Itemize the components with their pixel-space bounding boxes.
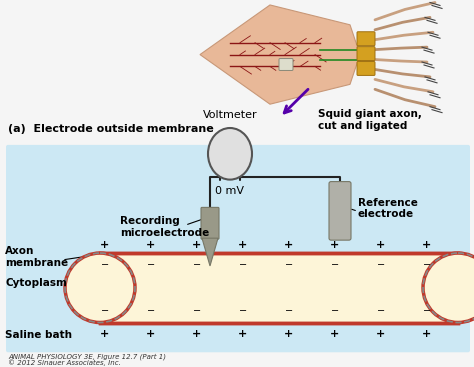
Polygon shape — [200, 5, 360, 104]
Text: +: + — [284, 240, 293, 250]
FancyBboxPatch shape — [201, 207, 219, 239]
Text: −: − — [239, 260, 247, 270]
Polygon shape — [202, 238, 218, 266]
Text: −: − — [193, 260, 201, 270]
Text: +: + — [284, 330, 293, 339]
Text: Squid giant axon,
cut and ligated: Squid giant axon, cut and ligated — [318, 109, 422, 131]
Text: Reference
electrode: Reference electrode — [358, 197, 418, 219]
FancyBboxPatch shape — [357, 62, 375, 75]
Text: +: + — [192, 240, 201, 250]
Text: −: − — [285, 260, 293, 270]
Text: Cytoplasm: Cytoplasm — [5, 278, 67, 288]
Text: +: + — [422, 330, 432, 339]
Text: Recording
microelectrode: Recording microelectrode — [120, 216, 209, 238]
Text: Saline bath: Saline bath — [5, 330, 72, 341]
Ellipse shape — [423, 253, 474, 323]
Text: −: − — [239, 306, 247, 316]
Text: +: + — [422, 240, 432, 250]
Text: −: − — [193, 306, 201, 316]
Text: −: − — [101, 260, 109, 270]
Text: −: − — [377, 306, 385, 316]
Text: +: + — [146, 330, 155, 339]
Text: +: + — [146, 240, 155, 250]
Text: −: − — [377, 260, 385, 270]
Text: +: + — [330, 330, 340, 339]
Text: +: + — [238, 330, 247, 339]
FancyBboxPatch shape — [6, 145, 470, 352]
Text: +: + — [376, 330, 386, 339]
Text: −: − — [331, 260, 339, 270]
FancyBboxPatch shape — [279, 59, 293, 70]
Text: +: + — [330, 240, 340, 250]
Text: −: − — [423, 260, 431, 270]
Text: +: + — [100, 330, 109, 339]
Text: (a)  Electrode outside membrane: (a) Electrode outside membrane — [8, 124, 214, 134]
Text: +: + — [100, 240, 109, 250]
Text: −: − — [147, 306, 155, 316]
FancyBboxPatch shape — [100, 253, 458, 323]
Ellipse shape — [208, 128, 252, 179]
Text: © 2012 Sinauer Associates, Inc.: © 2012 Sinauer Associates, Inc. — [8, 359, 121, 366]
Text: ANIMAL PHYSIOLOGY 3E, Figure 12.7 (Part 1): ANIMAL PHYSIOLOGY 3E, Figure 12.7 (Part … — [8, 353, 166, 360]
Text: +: + — [192, 330, 201, 339]
Ellipse shape — [65, 253, 135, 323]
Text: −: − — [331, 306, 339, 316]
FancyBboxPatch shape — [329, 182, 351, 240]
FancyBboxPatch shape — [357, 47, 375, 61]
Text: +: + — [238, 240, 247, 250]
Text: +: + — [376, 240, 386, 250]
Text: −: − — [285, 306, 293, 316]
Text: −: − — [101, 306, 109, 316]
Text: Voltmeter: Voltmeter — [203, 110, 257, 120]
Text: −: − — [147, 260, 155, 270]
FancyBboxPatch shape — [357, 32, 375, 46]
Text: −: − — [423, 306, 431, 316]
Text: 0 mV: 0 mV — [216, 186, 245, 196]
Text: Axon
membrane: Axon membrane — [5, 246, 68, 268]
